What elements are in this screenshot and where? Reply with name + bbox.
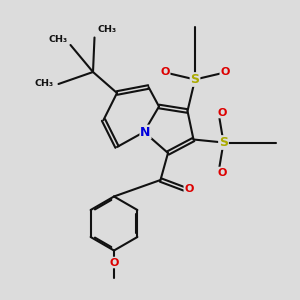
Text: S: S bbox=[190, 73, 200, 86]
Text: CH₃: CH₃ bbox=[98, 26, 117, 34]
Text: O: O bbox=[217, 167, 227, 178]
Text: CH₃: CH₃ bbox=[35, 80, 54, 88]
Text: S: S bbox=[219, 136, 228, 149]
Text: CH₃: CH₃ bbox=[48, 34, 68, 43]
Text: O: O bbox=[184, 184, 194, 194]
Text: O: O bbox=[220, 67, 230, 77]
Text: O: O bbox=[160, 67, 170, 77]
Text: O: O bbox=[217, 107, 227, 118]
Text: O: O bbox=[109, 257, 119, 268]
Text: N: N bbox=[140, 125, 151, 139]
